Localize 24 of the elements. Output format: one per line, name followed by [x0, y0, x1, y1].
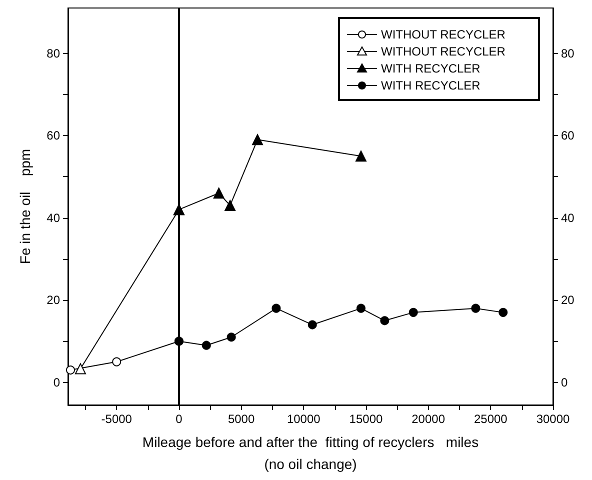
y2-tick-label: 40: [561, 210, 575, 225]
y2-tick-label: 80: [561, 46, 575, 60]
x-tick-label: 25000: [474, 412, 508, 426]
x-axis-title: Mileage before and after the fitting of recyclers miles (no oil change): [142, 434, 479, 472]
y-axis-title: Fe in the oil ppm: [17, 148, 33, 264]
y-tick-label: 0: [53, 375, 60, 390]
y-tick-label: 20: [46, 293, 60, 308]
x-tick-label: 10000: [286, 412, 321, 426]
legend-label: WITHOUT RECYCLER: [381, 44, 506, 58]
x-tick-label: 0: [176, 412, 183, 426]
x-tick-label: 15000: [349, 412, 383, 426]
y2-tick-label: 20: [561, 293, 575, 308]
legend-label: WITH RECYCLER: [381, 62, 481, 76]
x-tick-label: 30000: [536, 412, 570, 426]
y-tick-label: 60: [46, 128, 60, 143]
y-tick-label: 80: [46, 46, 60, 60]
x-tick-label: -5000: [101, 412, 132, 426]
legend-label: WITH RECYCLER: [381, 78, 481, 92]
y-tick-label: 40: [46, 210, 60, 225]
legend-label: WITHOUT RECYCLER: [381, 28, 506, 42]
y2-tick-label: 60: [561, 128, 575, 143]
x-tick-label: 20000: [412, 412, 446, 426]
y2-tick-label: 0: [561, 375, 568, 390]
x-tick-label: 5000: [228, 412, 255, 426]
